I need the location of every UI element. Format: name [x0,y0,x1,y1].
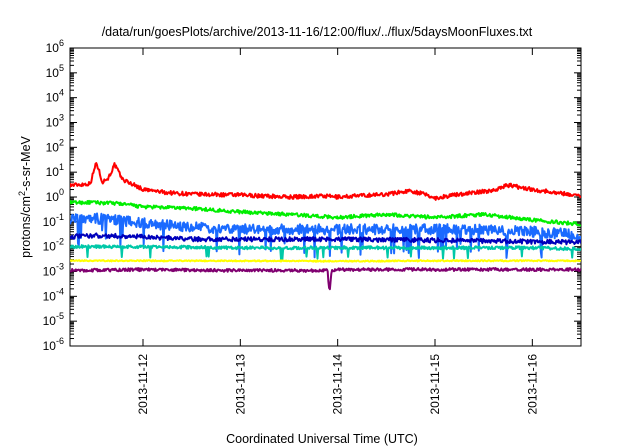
y-tick-label: 105 [46,63,64,80]
y-tick-label-base: 10 [43,215,57,229]
y-tick-label-exponent: 2 [59,137,64,147]
y-tick-label: 10-4 [43,286,64,303]
x-axis: 2013-11-12 2013-11-13 2013-11-14 2013-11-15… [136,48,539,415]
y-tick-label: 100 [46,187,64,204]
series-layer [70,162,581,291]
y-axis-title-suffix: -s-sr-MeV [19,135,33,191]
y-tick-label-base: 10 [43,240,57,254]
y-tick-label-exponent: 4 [59,88,64,98]
chart-title: /data/run/goesPlots/archive/2013-11-16/1… [102,25,533,39]
y-tick-label: 106 [46,38,64,55]
y-tick-label-exponent: -5 [56,311,64,321]
x-axis-title: Coordinated Universal Time (UTC) [226,432,418,446]
y-tick-label-exponent: -1 [56,212,64,222]
y-tick-label-base: 10 [43,265,57,279]
y-tick-label: 10-5 [43,311,64,328]
y-tick-label-base: 10 [46,165,60,179]
y-tick-label: 102 [46,137,64,154]
y-tick-label-base: 10 [43,314,57,328]
x-tick-label: 2013-11-13 [233,354,247,415]
x-tick-label: 2013-11-16 [525,354,539,415]
series-line-5 [70,244,581,261]
y-tick-label: 104 [46,88,64,105]
x-tick-label: 2013-11-14 [331,354,345,415]
y-axis-title: protons/cm2-s-sr-MeV [17,135,33,257]
y-tick-label-exponent: 6 [59,38,64,48]
series-line-6 [70,259,581,263]
y-axis-title-prefix: protons/cm [19,196,33,258]
y-tick-label-base: 10 [46,116,60,130]
x-tick-label: 2013-11-12 [136,354,150,415]
y-tick-label: 10-6 [43,336,64,353]
y-tick-label-exponent: -3 [56,262,64,272]
y-tick-label: 10-3 [43,262,64,279]
series-line-1 [70,162,581,201]
series-line-2 [70,199,581,227]
y-tick-label-base: 10 [46,66,60,80]
y-tick-label-base: 10 [46,91,60,105]
x-tick-label: 2013-11-15 [428,354,442,415]
y-tick-label-base: 10 [43,339,57,353]
y-tick-label-exponent: -6 [56,336,64,346]
y-tick-label-exponent: 0 [59,187,64,197]
y-tick-label-exponent: -2 [56,237,64,247]
y-axis: 10-610-510-410-310-210-11001011021031041… [43,38,581,353]
y-tick-label-base: 10 [46,140,60,154]
y-tick-label: 10-1 [43,212,64,229]
y-tick-label-base: 10 [46,41,60,55]
y-axis-title-superscript: 2 [17,191,27,196]
y-tick-label-exponent: -4 [56,286,64,296]
y-tick-label: 101 [46,162,64,179]
y-tick-label-exponent: 5 [59,63,64,73]
y-tick-label: 103 [46,113,64,130]
y-tick-label-exponent: 1 [59,162,64,172]
series-line-3 [70,212,581,259]
series-line-7 [70,267,581,291]
y-tick-label-exponent: 3 [59,113,64,123]
y-tick-label-base: 10 [43,289,57,303]
series-line-4 [70,232,581,246]
y-tick-label: 10-2 [43,237,64,254]
y-tick-label-base: 10 [46,190,60,204]
